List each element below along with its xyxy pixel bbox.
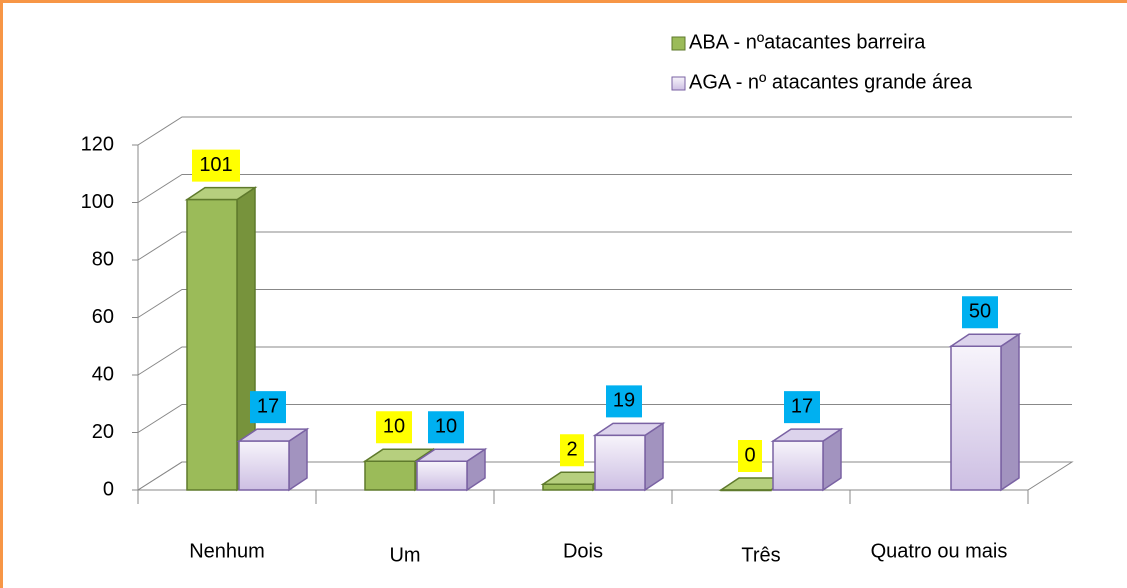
bar <box>948 332 1022 492</box>
bar-front <box>720 489 772 492</box>
bar-front <box>950 345 1002 491</box>
value-label: 17 <box>791 395 813 417</box>
value-label: 2 <box>566 439 577 461</box>
value-label: 0 <box>744 444 755 466</box>
x-tick-label: Dois <box>563 540 603 562</box>
bar-front <box>594 434 646 491</box>
bar <box>236 427 310 492</box>
legend-label: ABA - nºatacantes barreira <box>689 31 926 53</box>
bar-front <box>364 460 416 491</box>
bar-side <box>1000 332 1020 492</box>
value-label: 19 <box>613 390 635 412</box>
value-label-box <box>606 385 642 418</box>
value-label: 50 <box>969 301 991 323</box>
legend-label: AGA - nº atacantes grande área <box>689 71 973 93</box>
y-tick-label: 40 <box>92 363 114 385</box>
value-label: 17 <box>257 395 279 417</box>
bar <box>592 421 666 492</box>
grid-line <box>137 346 1072 376</box>
y-tick-label: 120 <box>81 133 114 155</box>
y-tick-label: 0 <box>103 478 114 500</box>
bar <box>414 447 488 492</box>
value-label-box <box>738 440 762 472</box>
y-tick-label: 60 <box>92 306 114 328</box>
value-label-box <box>192 149 240 182</box>
bar-front <box>542 483 594 491</box>
y-tick-label: 100 <box>81 191 114 213</box>
grid-line <box>137 116 1072 146</box>
legend-swatch <box>671 76 686 91</box>
grid-line <box>137 231 1072 261</box>
bar-front <box>416 460 468 491</box>
x-tick-label: Três <box>741 544 780 566</box>
value-label: 101 <box>199 154 232 176</box>
bar <box>770 427 844 492</box>
grid-line <box>137 404 1072 433</box>
bar-front <box>772 440 824 491</box>
y-tick-label: 20 <box>92 421 114 443</box>
value-label: 10 <box>435 416 457 438</box>
value-label-box <box>428 411 464 444</box>
legend-swatch <box>671 36 686 51</box>
grid-line <box>137 289 1072 318</box>
x-tick-label: Um <box>389 544 420 566</box>
value-label-box <box>962 296 998 329</box>
value-label-box <box>250 391 286 424</box>
bar-front <box>238 440 290 491</box>
value-label-box <box>560 434 584 467</box>
x-tick-label: Quatro ou mais <box>871 540 1008 562</box>
y-tick-label: 80 <box>92 248 114 270</box>
value-label: 10 <box>383 416 405 438</box>
x-tick-label: Nenhum <box>189 540 265 562</box>
value-label-box <box>376 411 412 444</box>
bar-front <box>186 198 238 491</box>
bar <box>184 186 258 492</box>
grid-line <box>137 174 1072 203</box>
value-label-box <box>784 391 820 424</box>
